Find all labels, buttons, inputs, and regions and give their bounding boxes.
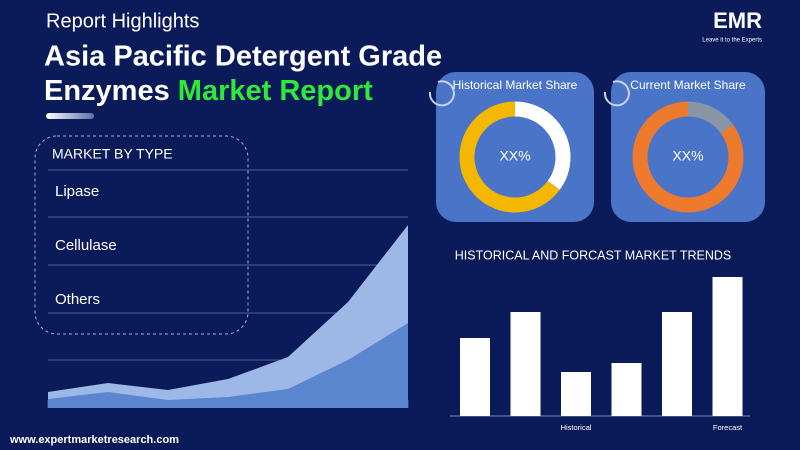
cycle-icon: [603, 80, 630, 107]
donut-label: XX%: [672, 148, 703, 164]
donut-title: Current Market Share: [630, 78, 746, 92]
title: Enzymes Market Report: [44, 75, 373, 107]
bar-chart: HISTORICAL AND FORCAST MARKET TRENDS Hist…: [450, 248, 750, 432]
bar: [510, 312, 541, 416]
cycle-icon: [428, 80, 455, 107]
kicker: Report Highlights: [46, 10, 199, 32]
area: [48, 225, 408, 408]
segment-title: MARKET BY TYPE: [52, 146, 173, 162]
bar: [662, 312, 692, 416]
donut-segment: [459, 101, 571, 213]
logo-tagline: Leave it to the Experts: [702, 38, 762, 44]
accent-bar: [46, 113, 94, 119]
donut-title: Historical Market Share: [453, 78, 578, 92]
x-tick-label: Historical: [561, 423, 592, 432]
x-tick-label: Forecast: [713, 423, 743, 432]
segment-box: [34, 135, 249, 335]
segment-item: Others: [55, 291, 100, 308]
title-highlight: Market Report: [178, 75, 373, 107]
segment-item: Cellulase: [55, 237, 117, 254]
chart-title: HISTORICAL AND FORCAST MARKET TRENDS: [455, 248, 731, 262]
title-part: Enzymes: [44, 75, 170, 107]
title: Asia Pacific Detergent Grade: [44, 41, 442, 73]
logo: EMR: [713, 8, 762, 33]
segment-item: Lipase: [55, 183, 99, 200]
bar: [561, 372, 591, 416]
bar: [712, 277, 743, 416]
area: [48, 323, 408, 408]
footer-url: www.expertmarketresearch.com: [9, 434, 179, 446]
bar: [611, 363, 642, 416]
donut-label: XX%: [499, 148, 530, 164]
area-chart: [48, 225, 408, 408]
donut-segment: [632, 101, 744, 213]
bar: [460, 338, 490, 416]
donuts: Historical Market Share XX% Current Market…: [453, 78, 746, 213]
